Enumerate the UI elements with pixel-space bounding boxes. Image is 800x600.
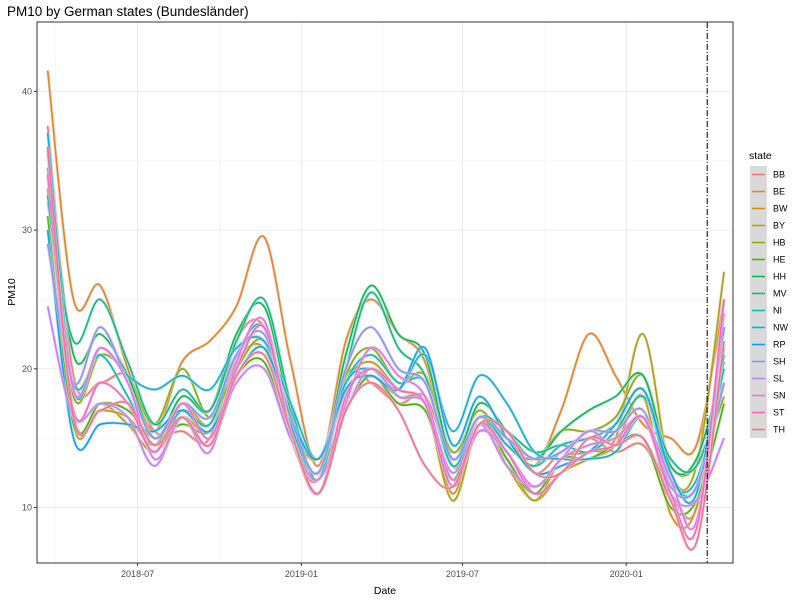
y-axis-ticks: 10 20 30 40 (22, 86, 37, 513)
legend-label-hh: HH (773, 272, 786, 282)
legend-label-by: BY (773, 221, 785, 231)
series-line-sh (46, 243, 725, 499)
y-axis-title: PM10 (6, 278, 18, 306)
y-tick-label: 40 (22, 86, 32, 96)
x-tick-label: 2018-07 (121, 569, 154, 579)
legend-label-hb: HB (773, 238, 786, 248)
x-tick-label: 2020-01 (610, 569, 643, 579)
legend: state BB BE BW BY HB HE HH MV NI NW RP SH SL SN ST TH (749, 150, 788, 438)
legend-label-sh: SH (773, 357, 786, 367)
legend-label-nw: NW (773, 323, 788, 333)
legend-label-sl: SL (773, 374, 784, 384)
chart-title: PM10 by German states (Bundesländer) (7, 4, 249, 19)
y-tick-label: 30 (22, 225, 32, 235)
series-line-mv (46, 202, 725, 481)
x-axis-ticks: 2018-07 2019-01 2019-07 2020-01 (121, 563, 643, 579)
legend-title: state (749, 150, 772, 162)
legend-label-th: TH (773, 425, 785, 435)
x-tick-label: 2019-01 (285, 569, 318, 579)
legend-label-he: HE (773, 255, 786, 265)
x-tick-label: 2019-07 (446, 569, 479, 579)
plot-panel (37, 22, 733, 563)
plot-border (36, 21, 734, 564)
legend-label-sn: SN (773, 391, 786, 401)
legend-label-be: BE (773, 187, 785, 197)
legend-label-bb: BB (773, 170, 785, 180)
legend-label-bw: BW (773, 204, 788, 214)
series-line-th (46, 146, 725, 551)
x-axis-title: Date (374, 585, 396, 597)
legend-label-st: ST (773, 408, 785, 418)
legend-label-ni: NI (773, 306, 782, 316)
legend-label-mv: MV (773, 289, 787, 299)
y-tick-label: 10 (22, 503, 32, 513)
series-line-st (46, 174, 725, 540)
series-lines (46, 70, 726, 552)
legend-label-rp: RP (773, 340, 786, 350)
y-tick-label: 20 (22, 364, 32, 374)
